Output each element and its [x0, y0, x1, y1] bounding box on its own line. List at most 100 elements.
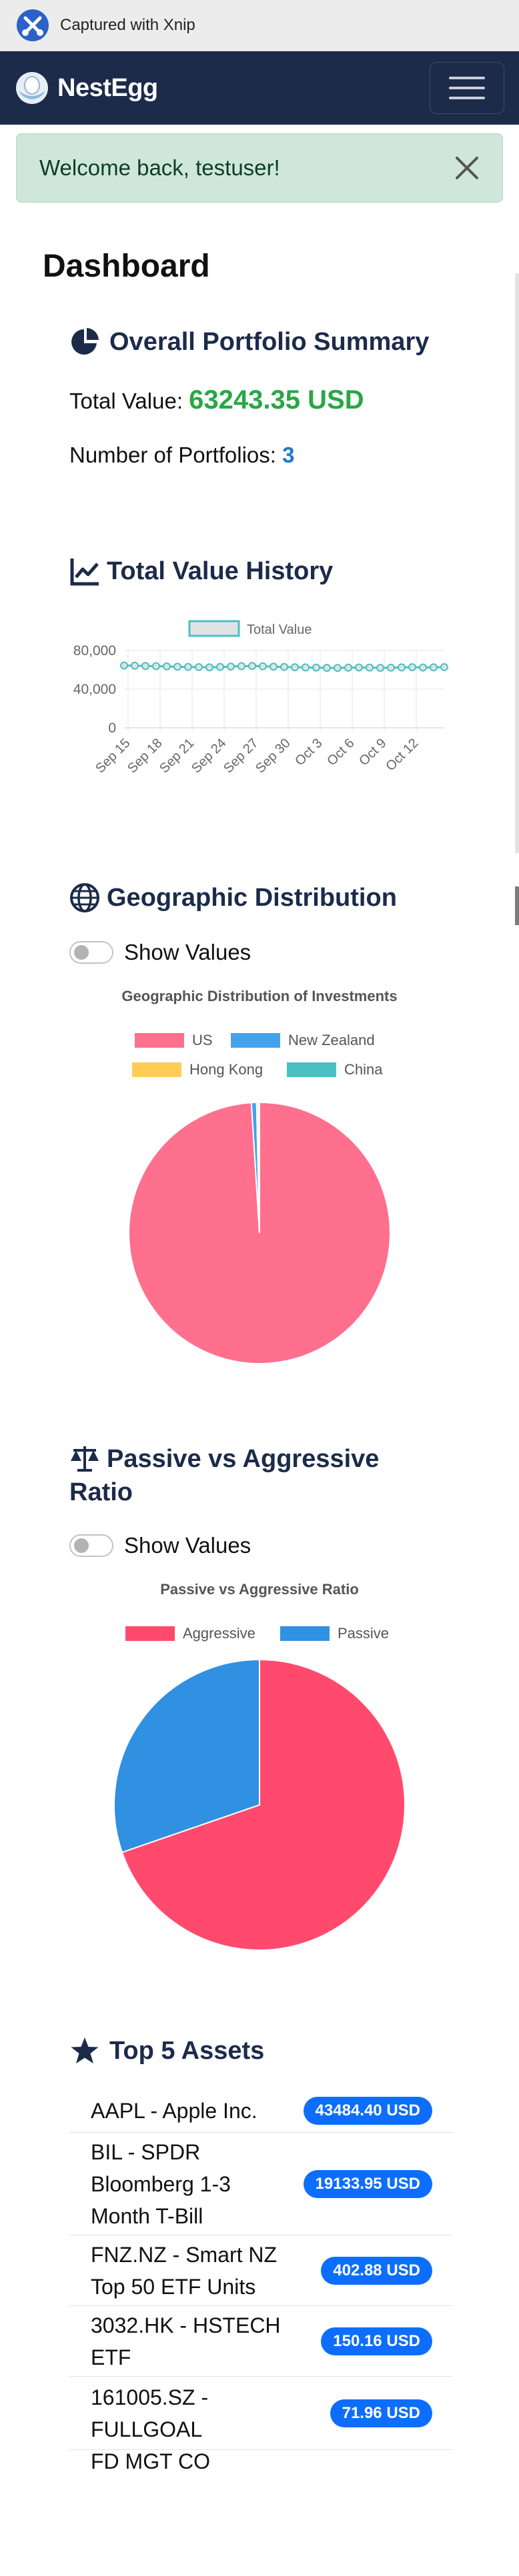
- data-point: [141, 662, 149, 670]
- list-item: BIL - SPDR Bloomberg 1-3 Month T-Bill 19133…: [69, 2133, 452, 2235]
- y-tick-label: 80,000: [73, 643, 116, 658]
- geo-chart-title: Geographic Distribution of Investments: [121, 988, 397, 1004]
- asset-name-line: AAPL - Apple Inc.: [91, 2099, 257, 2123]
- geo-show-values-toggle[interactable]: Show Values: [69, 940, 251, 965]
- brand-name[interactable]: NestEgg: [57, 73, 158, 102]
- data-point: [355, 663, 363, 672]
- welcome-alert: Welcome back, testuser!: [16, 133, 503, 203]
- close-icon[interactable]: [452, 153, 482, 183]
- ratio-show-values-toggle[interactable]: Show Values: [69, 1533, 251, 1558]
- hamburger-icon: [449, 77, 485, 79]
- x-tick-label: Sep 15: [93, 736, 133, 776]
- asset-name: FNZ.NZ - Smart NZ Top 50 ETF Units: [91, 2239, 318, 2303]
- line-chart-icon: [70, 559, 99, 586]
- pie-slice-china: [257, 1101, 260, 1234]
- toggle-switch[interactable]: [69, 1534, 113, 1557]
- list-item: FNZ.NZ - Smart NZ Top 50 ETF Units 402.88 …: [69, 2235, 452, 2306]
- data-point: [120, 661, 128, 670]
- xnip-logo-icon: [17, 9, 49, 41]
- top-assets-title: Top 5 Assets: [109, 2037, 265, 2065]
- asset-value-badge: 402.88 USD: [321, 2257, 432, 2285]
- data-point: [419, 663, 427, 672]
- asset-name: 161005.SZ - FULLGOAL FD MGT CO: [91, 2381, 318, 2477]
- x-tick-label: Oct 12: [383, 736, 421, 774]
- nest-egg-logo-icon[interactable]: [15, 71, 49, 105]
- y-tick-label: 0: [108, 720, 116, 736]
- asset-name-line: BIL - SPDR: [91, 2140, 201, 2164]
- top-assets-list: AAPL - Apple Inc. 43484.40 USD BIL - SPDR B…: [69, 2089, 452, 2473]
- legend-label: China: [344, 1061, 383, 1078]
- data-point: [376, 663, 384, 672]
- pie-slice-passive: [113, 1658, 260, 1854]
- data-point: [152, 662, 160, 670]
- list-item: 161005.SZ - FULLGOAL FD MGT CO 71.96 USD: [69, 2377, 452, 2473]
- pie-chart-icon: [71, 328, 99, 355]
- toggle-label: Show Values: [124, 940, 251, 964]
- legend-swatch: [280, 1626, 330, 1641]
- asset-name-line: FD MGT CO: [91, 2449, 210, 2473]
- portfolio-count-label: Number of Portfolios:: [69, 443, 276, 467]
- total-value-row: Total Value: 63243.35 USD: [69, 385, 364, 415]
- data-point: [334, 664, 342, 672]
- data-point: [205, 663, 213, 672]
- star-icon: [71, 2037, 99, 2063]
- legend-label: Passive: [338, 1625, 389, 1642]
- data-point: [237, 662, 245, 670]
- data-point: [430, 663, 438, 672]
- asset-name-line: Month T-Bill: [91, 2204, 203, 2228]
- data-point: [398, 663, 406, 672]
- capture-bar: Captured with Xnip: [0, 0, 519, 51]
- x-tick-label: Oct 3: [292, 736, 325, 768]
- history-title: Total Value History: [107, 557, 334, 585]
- alert-message: Welcome back, testuser!: [39, 155, 280, 180]
- ratio-title-line2: Ratio: [69, 1478, 133, 1506]
- navbar: NestEgg: [0, 51, 519, 125]
- navbar-toggle-button[interactable]: [430, 62, 504, 114]
- legend-swatch: [132, 1062, 181, 1077]
- data-point: [291, 663, 299, 672]
- legend-label-total-value: Total Value: [247, 623, 312, 637]
- ratio-pie-chart[interactable]: Passive vs Aggressive Ratio Aggressive Pas…: [0, 1578, 519, 1965]
- scrollbar-track[interactable]: [515, 273, 519, 853]
- x-tick-label: Sep 18: [125, 736, 165, 776]
- legend-label: Hong Kong: [189, 1061, 263, 1078]
- data-point: [131, 661, 139, 670]
- asset-value-badge: 19133.95 USD: [303, 2170, 432, 2198]
- data-point: [323, 663, 331, 672]
- data-point: [366, 663, 374, 672]
- legend-swatch-total-value: [188, 620, 240, 637]
- capture-text: Captured with Xnip: [60, 16, 195, 34]
- asset-name-line: Top 50 ETF Units: [91, 2275, 256, 2299]
- data-point: [173, 662, 181, 671]
- data-point: [408, 663, 416, 672]
- total-value: 63243.35 USD: [189, 385, 364, 415]
- asset-value-badge: 43484.40 USD: [303, 2097, 432, 2125]
- portfolio-count-row: Number of Portfolios: 3: [69, 443, 295, 468]
- data-point: [227, 662, 235, 671]
- hamburger-icon: [449, 87, 485, 89]
- summary-title: Overall Portfolio Summary: [109, 328, 430, 356]
- geo-pie-chart[interactable]: Geographic Distribution of Investments US…: [0, 985, 519, 1372]
- asset-name-line: FNZ.NZ - Smart NZ: [91, 2243, 278, 2267]
- list-item: AAPL - Apple Inc. 43484.40 USD: [69, 2089, 452, 2133]
- asset-value-badge: 150.16 USD: [321, 2327, 432, 2355]
- toggle-switch[interactable]: [69, 941, 113, 964]
- x-tick-label: Oct 6: [324, 736, 357, 768]
- y-tick-label: 40,000: [73, 682, 116, 697]
- asset-name-line: ETF: [91, 2345, 131, 2369]
- data-point: [216, 662, 224, 671]
- data-point: [163, 662, 171, 670]
- globe-icon: [70, 883, 99, 912]
- ratio-chart-title: Passive vs Aggressive Ratio: [160, 1581, 359, 1598]
- legend-swatch: [287, 1062, 336, 1077]
- asset-name-line: Bloomberg 1-3: [91, 2172, 231, 2196]
- asset-value-badge: 71.96 USD: [330, 2399, 432, 2427]
- geo-title: Geographic Distribution: [107, 884, 397, 912]
- data-point: [344, 663, 352, 672]
- data-point: [195, 662, 203, 671]
- x-tick-label: Sep 27: [221, 736, 261, 776]
- legend-label: US: [192, 1032, 213, 1048]
- data-point: [440, 662, 448, 671]
- scrollbar-thumb[interactable]: [515, 886, 519, 925]
